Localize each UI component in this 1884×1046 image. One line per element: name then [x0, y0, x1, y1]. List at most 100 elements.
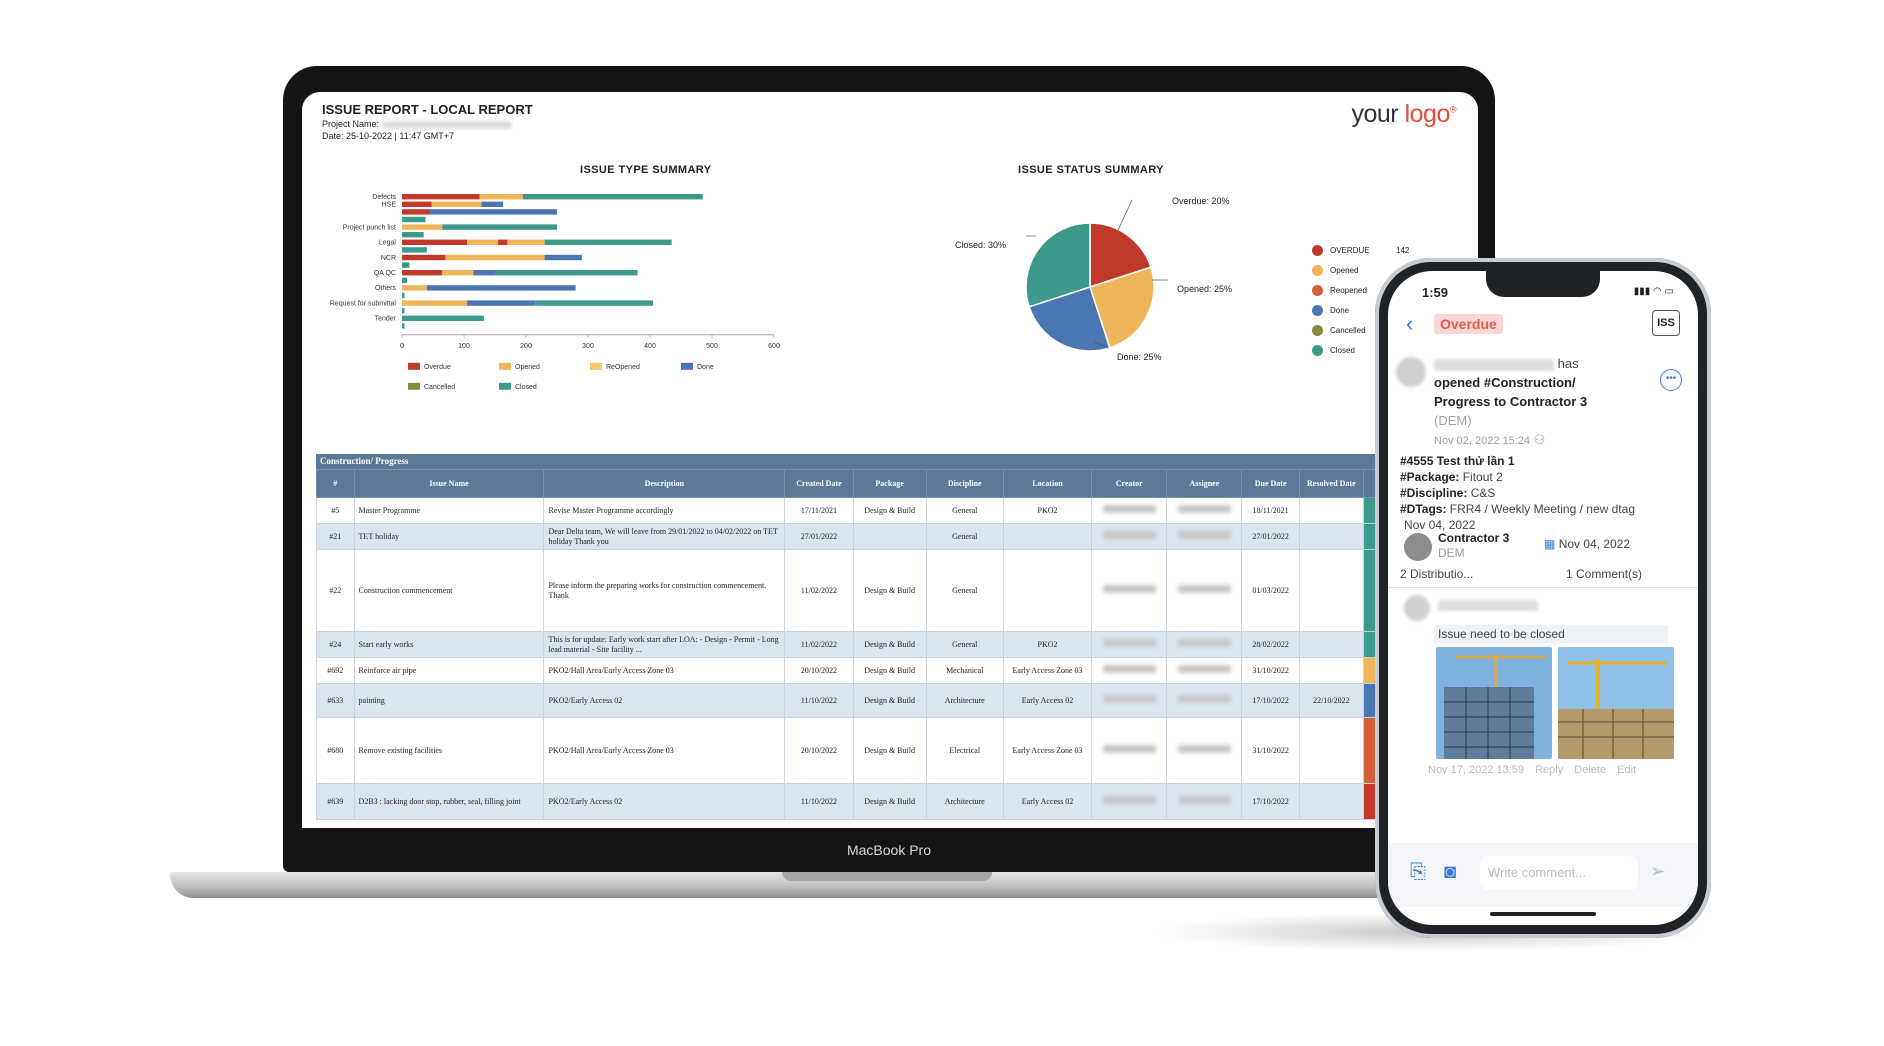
- table-cell: #692: [316, 657, 355, 684]
- table-cell: 27/01/2022: [1241, 523, 1300, 550]
- table-cell: [1166, 657, 1243, 684]
- table-cell: [1166, 683, 1243, 718]
- edit-link[interactable]: Edit: [1617, 764, 1637, 776]
- status-legend: OVERDUE 142 Opened Reopened Done Cancelled Clo…: [1312, 240, 1409, 360]
- more-options-icon[interactable]: •••: [1660, 369, 1682, 391]
- table-cell: Electrical: [925, 717, 1004, 784]
- company-logo: your logo®: [1351, 100, 1457, 128]
- bar-segment: [402, 209, 430, 215]
- comment-photo-2[interactable]: [1558, 647, 1674, 759]
- redacted-name: [1102, 745, 1156, 753]
- issue-type-badge[interactable]: ISS: [1652, 310, 1680, 336]
- table-cell: #639: [316, 783, 355, 820]
- table-cell: [1298, 497, 1364, 524]
- table-cell: [1166, 717, 1243, 784]
- comment-photo-1[interactable]: [1436, 647, 1552, 759]
- table-row[interactable]: #680 Remove existing facilities PKO2/Hall …: [316, 717, 1478, 784]
- table-cell: Construction commencement: [353, 549, 545, 632]
- table-row[interactable]: #22 Construction commencement Please infor…: [316, 549, 1478, 632]
- bar-segment: [402, 292, 405, 299]
- due-date[interactable]: ▦ Nov 04, 2022: [1544, 537, 1631, 551]
- table-row[interactable]: #21 TET holiday Dear Delta team, We will l…: [316, 523, 1478, 550]
- table-cell: [1166, 497, 1243, 524]
- column-header[interactable]: Description: [543, 469, 786, 498]
- project-name-redacted: [381, 120, 512, 129]
- bar-segment: [402, 247, 427, 253]
- bar-segment: [479, 194, 523, 200]
- issue-status-pie-chart: Overdue: 20% Opened: 25% Done: 25% Closed: …: [955, 196, 1232, 362]
- table-row[interactable]: #24 Start early works This is for update: …: [316, 631, 1478, 658]
- pie-slice-label: Done: 25%: [1117, 352, 1162, 362]
- legend-label: OVERDUE: [1330, 245, 1370, 255]
- status-legend-item: Reopened: [1312, 280, 1409, 300]
- table-cell: Design & Build: [852, 657, 927, 684]
- column-header[interactable]: Creator: [1091, 469, 1168, 498]
- table-cell: General: [925, 523, 1004, 550]
- comment-input[interactable]: Write comment...: [1480, 856, 1638, 890]
- table-cell: [1166, 783, 1243, 820]
- column-header[interactable]: Assignee: [1166, 469, 1243, 498]
- back-chevron-icon[interactable]: ‹: [1406, 311, 1414, 336]
- phone-status-icons: ▮▮▮ ◠ ▭: [1634, 286, 1674, 297]
- column-header[interactable]: Due Date: [1241, 469, 1300, 498]
- table-cell: [1091, 631, 1168, 658]
- table-cell: PKO2/Early Access 02: [543, 783, 786, 820]
- legend-label: Done: [697, 364, 714, 371]
- status-legend-item: OVERDUE 142: [1312, 240, 1409, 260]
- table-cell: 01/03/2022: [1241, 549, 1300, 632]
- divider: [1388, 587, 1698, 588]
- reply-link[interactable]: Reply: [1535, 764, 1564, 776]
- status-badge-overdue: Overdue: [1434, 314, 1503, 334]
- table-row[interactable]: #639 D2B3 : lacking door stop, rubber, se…: [316, 783, 1478, 820]
- delete-link[interactable]: Delete: [1574, 764, 1607, 776]
- legend-swatch: [590, 362, 602, 370]
- table-cell: #633: [316, 683, 355, 718]
- bar-segment: [426, 285, 576, 291]
- table-cell: #22: [316, 549, 355, 632]
- column-header[interactable]: Location: [1002, 469, 1093, 498]
- legend-dot: [1312, 324, 1323, 336]
- send-icon[interactable]: ➢: [1650, 861, 1666, 881]
- table-cell: Design & Build: [852, 717, 927, 784]
- redacted-name: [1177, 665, 1231, 673]
- column-header[interactable]: Created Date: [784, 469, 854, 498]
- x-tick-label: 500: [706, 343, 718, 350]
- pie-slice-label: Closed: 30%: [955, 240, 1006, 250]
- table-cell: 20/10/2022: [784, 717, 854, 784]
- table-cell: D2B3 : lacking door stop, rubber, seal, …: [353, 783, 545, 820]
- table-row[interactable]: #633 painting PKO2/Early Access 02 11/10/20…: [316, 683, 1478, 718]
- table-cell: [1002, 549, 1093, 632]
- report-date: Date: 25-10-2022 | 11:47 GMT+7: [322, 131, 454, 141]
- category-label: Others: [375, 285, 397, 292]
- comments-count[interactable]: 1 Comment(s): [1566, 567, 1643, 581]
- table-cell: 11/10/2022: [784, 683, 854, 718]
- bar-segment: [402, 300, 468, 306]
- table-cell: 17/10/2022: [1241, 783, 1300, 820]
- status-legend-item: Opened: [1312, 260, 1409, 280]
- table-cell: 27/01/2022: [784, 523, 854, 550]
- bar-segment: [467, 300, 536, 306]
- table-cell: [1002, 523, 1093, 550]
- x-tick-label: 600: [768, 343, 780, 350]
- table-row[interactable]: #5 Master Programme Revise Master Programm…: [316, 497, 1478, 524]
- attachment-icon[interactable]: ⎘: [1410, 861, 1426, 883]
- column-header[interactable]: Issue Name: [353, 469, 545, 498]
- legend-dot: [1312, 284, 1323, 296]
- table-row[interactable]: #692 Reinforce air pipe PKO2/Hall Area/Ear…: [316, 657, 1478, 684]
- redacted-name: [1102, 585, 1156, 593]
- camera-icon[interactable]: ◙: [1444, 861, 1457, 883]
- column-header[interactable]: Discipline: [925, 469, 1004, 498]
- bar-segment: [402, 262, 410, 268]
- table-cell: Remove existing facilities: [353, 717, 545, 784]
- column-header[interactable]: #: [316, 469, 355, 498]
- bar-segment: [429, 209, 557, 215]
- table-cell: [1298, 657, 1364, 684]
- laptop-hinge-notch: [782, 872, 992, 881]
- column-header[interactable]: Resolved Date: [1298, 469, 1364, 498]
- phone-screen: 1:59 ▮▮▮ ◠ ▭ ‹ Overdue ISS has opened #C…: [1388, 271, 1698, 925]
- table-cell: [852, 523, 927, 550]
- table-cell: General: [925, 497, 1004, 524]
- distribution-link[interactable]: 2 Distributio...: [1400, 567, 1474, 581]
- column-header[interactable]: Package: [852, 469, 927, 498]
